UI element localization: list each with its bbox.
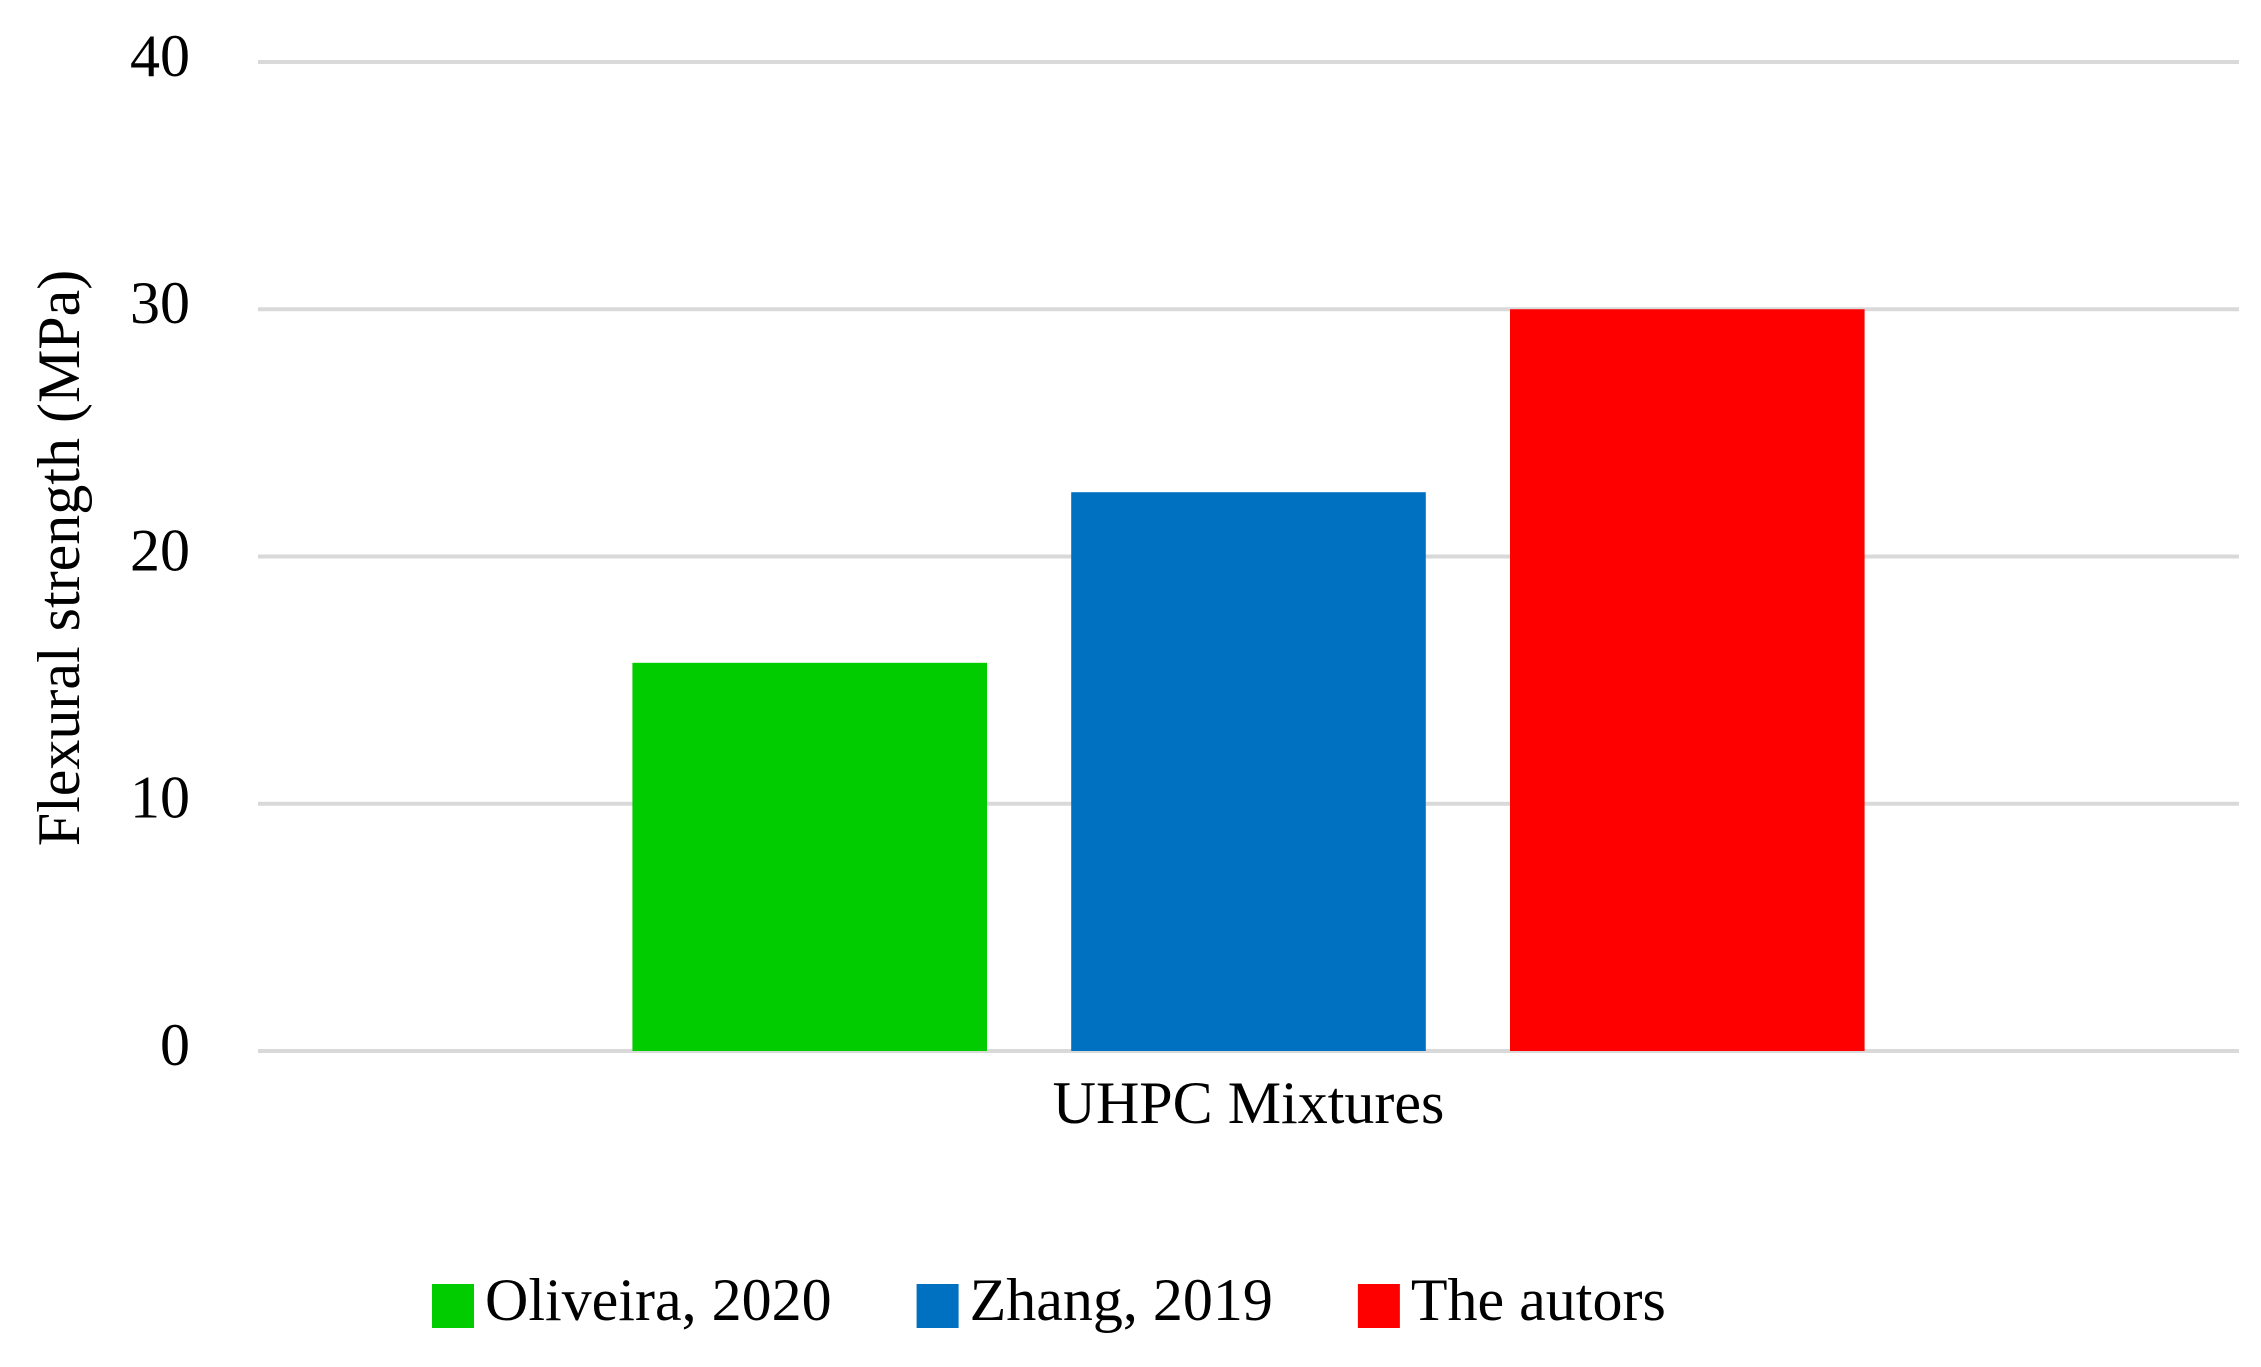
x-tick-label: UHPC Mixtures [1053, 1070, 1445, 1136]
y-tick-label: 30 [130, 270, 190, 336]
legend-label: Zhang, 2019 [970, 1267, 1273, 1333]
legend-label: The autors [1411, 1267, 1666, 1333]
legend-swatch [1357, 1284, 1400, 1328]
bar [1071, 492, 1426, 1052]
legend-swatch [432, 1284, 474, 1328]
y-tick-label: 40 [130, 23, 190, 89]
y-tick-label: 20 [130, 517, 190, 583]
bar [632, 662, 988, 1051]
y-axis-title: Flexural strength (MPa) [26, 270, 92, 847]
y-tick-label: 0 [160, 1012, 190, 1078]
bar [1509, 309, 1865, 1051]
y-tick-label: 10 [130, 765, 190, 831]
legend-swatch [916, 1284, 959, 1328]
legend-label: Oliveira, 2020 [485, 1267, 832, 1333]
